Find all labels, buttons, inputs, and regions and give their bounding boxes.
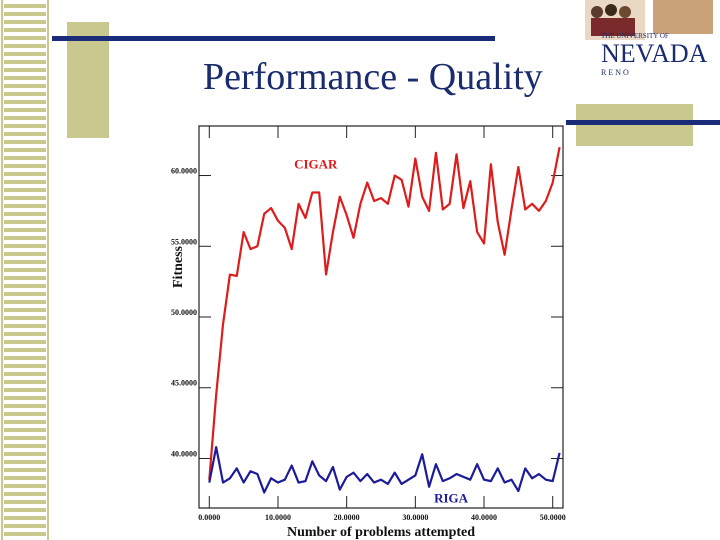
stripe (4, 252, 46, 256)
stripe (4, 100, 46, 104)
stripe (4, 444, 46, 448)
accent-block-left (67, 22, 109, 138)
y-tick-label: 40.0000 (171, 449, 197, 458)
stripe (4, 492, 46, 496)
stripe (4, 468, 46, 472)
stripe (4, 284, 46, 288)
stripe (4, 132, 46, 136)
stripe (4, 164, 46, 168)
series-label-riga: RIGA (434, 490, 469, 505)
stripe (4, 524, 46, 528)
stripe (4, 436, 46, 440)
stripe (4, 212, 46, 216)
logo-top-text: THE UNIVERSITY OF (601, 32, 669, 40)
y-tick-label: 45.0000 (171, 379, 197, 388)
photo-person-2 (605, 4, 617, 16)
stripe (4, 508, 46, 512)
stripe (4, 36, 46, 40)
x-axis-label: Number of problems attempted (287, 525, 475, 540)
stripe (4, 140, 46, 144)
stripe (4, 172, 46, 176)
stripe (4, 420, 46, 424)
stripe (4, 76, 46, 80)
stripe (4, 188, 46, 192)
stripe (4, 532, 46, 536)
stripe (4, 332, 46, 336)
stripe (4, 412, 46, 416)
stripe (4, 516, 46, 520)
stripe (4, 380, 46, 384)
stripe (4, 460, 46, 464)
fitness-chart: 40.0000 45.0000 50.0000 55.0000 60.0000 0.000… (171, 125, 566, 540)
stripe (4, 364, 46, 368)
x-tick-label: 10.0000 (265, 513, 291, 522)
x-tick-label: 40.0000 (471, 513, 497, 522)
x-tick-label: 0.0000 (198, 513, 220, 522)
stripe (4, 20, 46, 24)
stripe (4, 396, 46, 400)
stripe (4, 340, 46, 344)
stripe (4, 156, 46, 160)
x-tick-label: 20.0000 (334, 513, 360, 522)
stripe (4, 236, 46, 240)
stripe (4, 292, 46, 296)
stripe (4, 28, 46, 32)
stripe (4, 148, 46, 152)
slide-title: Performance - Quality (203, 56, 543, 98)
stripe (4, 52, 46, 56)
stripe (4, 60, 46, 64)
stripe (4, 308, 46, 312)
stripe (4, 404, 46, 408)
logo-sub-text: R E N O (601, 68, 629, 77)
stripe (4, 452, 46, 456)
stripe (4, 84, 46, 88)
stripe (4, 124, 46, 128)
x-tick-label: 50.0000 (540, 513, 566, 522)
stripe (4, 324, 46, 328)
x-tick-label: 30.0000 (402, 513, 428, 522)
stripe (4, 300, 46, 304)
university-logo: THE UNIVERSITY OF NEVADA R E N O (583, 0, 720, 78)
photo-person-3 (619, 6, 631, 18)
stripe (4, 68, 46, 72)
stripe (4, 500, 46, 504)
stripe (4, 484, 46, 488)
stripe (4, 428, 46, 432)
series-line-riga (208, 446, 561, 494)
stripe (4, 92, 46, 96)
stripe (4, 276, 46, 280)
stripe (4, 4, 46, 8)
stripe (4, 476, 46, 480)
y-tick-label: 55.0000 (171, 237, 197, 246)
stripe (4, 228, 46, 232)
accent-block-right (576, 104, 693, 146)
stripe (4, 116, 46, 120)
stripe (4, 204, 46, 208)
logo-main-text: NEVADA (601, 39, 708, 68)
stripe (4, 220, 46, 224)
stripe (4, 316, 46, 320)
series-label-cigar: CIGAR (294, 156, 338, 171)
y-tick-label: 50.0000 (171, 308, 197, 317)
stripe (4, 348, 46, 352)
stripe (4, 388, 46, 392)
stripe (4, 372, 46, 376)
title-rule-top (52, 36, 495, 41)
stripe (4, 260, 46, 264)
series-line-cigar (208, 147, 561, 480)
stripe (4, 12, 46, 16)
stripe (4, 44, 46, 48)
photo-person-1 (591, 6, 603, 18)
stripe (4, 180, 46, 184)
stripe (4, 196, 46, 200)
y-axis-label: Fitness (171, 245, 186, 288)
stripe (4, 268, 46, 272)
stripe (4, 244, 46, 248)
plot-frame (198, 125, 564, 509)
stripe (4, 356, 46, 360)
y-tick-label: 60.0000 (171, 167, 197, 176)
title-rule-right (566, 120, 720, 125)
stripe (4, 108, 46, 112)
side-stripe-pattern (1, 0, 49, 540)
